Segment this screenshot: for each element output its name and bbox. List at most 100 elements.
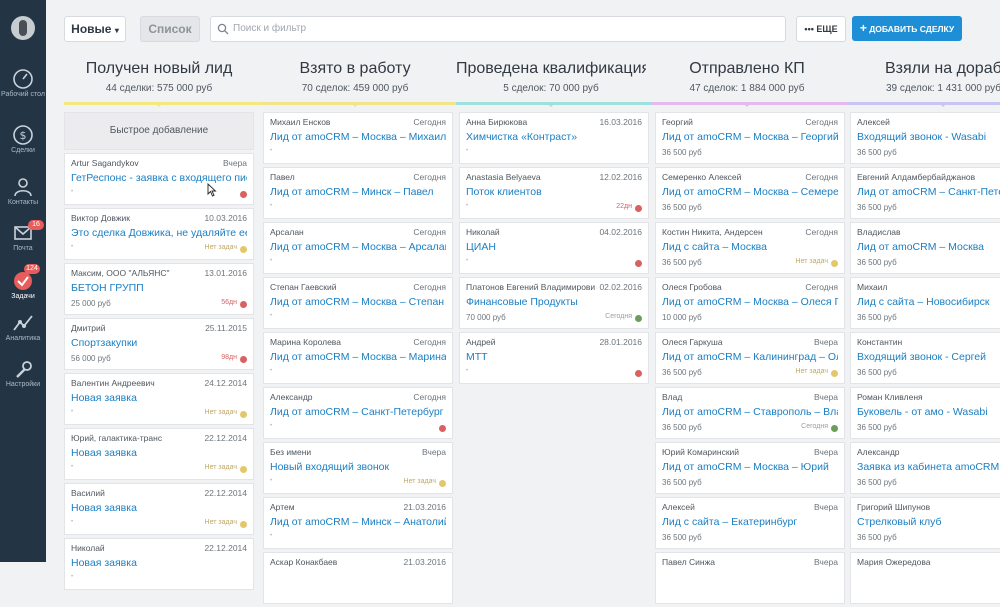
- add-deal-button[interactable]: + ДОБАВИТЬ СДЕЛКУ: [852, 16, 962, 41]
- quick-add-button[interactable]: Быстрое добавление: [64, 112, 254, 150]
- stage-title: Проведена квалификация: [456, 60, 646, 77]
- deal-title-link[interactable]: Входящий звонок - Wasabi: [857, 131, 987, 143]
- deal-title-link[interactable]: Финансовые Продукты: [466, 296, 578, 308]
- deal-card[interactable]: Михаил Енсков Лид от amoCRM – Москва – Ми…: [263, 112, 453, 164]
- deal-card[interactable]: Алексей Входящий звонок - Wasabi 36 500 ру…: [850, 112, 1000, 164]
- deal-title-link[interactable]: Стрелковый клуб: [857, 516, 942, 528]
- deal-card[interactable]: Костин Никита, Андерсен Лид с сайта – Мос…: [655, 222, 845, 274]
- deal-card[interactable]: Михаил Лид с сайта – Новосибирск 36 500 ру…: [850, 277, 1000, 329]
- deal-contact: Валентин Андреевич: [71, 378, 155, 388]
- deal-contact: Олеся Гробова: [662, 282, 722, 292]
- deal-title-link[interactable]: Лид от amoCRM – Москва – Марина: [270, 351, 446, 363]
- deal-title-link[interactable]: Лид от amoCRM – Санкт-Петербург: [857, 186, 1000, 198]
- deal-title-link[interactable]: Лид от amoCRM – Москва – Арсалан: [270, 241, 446, 253]
- deal-card[interactable]: Без имени Новый входящий звонок Вчера Нет з…: [263, 442, 453, 494]
- deal-card[interactable]: Anastasia Belyaeva Поток клиентов 12.02.20…: [459, 167, 649, 219]
- deal-title-link[interactable]: МТТ: [466, 351, 488, 363]
- deal-card[interactable]: Artur Sagandykov ГетРеспонс - заявка с вх…: [64, 153, 254, 205]
- deal-card[interactable]: Георгий Лид от amoCRM – Москва – Георгий С…: [655, 112, 845, 164]
- deal-title-link[interactable]: Спортзакупки: [71, 337, 138, 349]
- deal-card[interactable]: Семеренко Алексей Лид от amoCRM – Москва …: [655, 167, 845, 219]
- dashboard-icon: [13, 69, 33, 89]
- deal-card[interactable]: Владислав Лид от amoCRM – Москва 36 500 ру…: [850, 222, 1000, 274]
- deal-card[interactable]: Роман Кливленя Буковель - от амо - Wasabi…: [850, 387, 1000, 439]
- stage-progress-line: [848, 102, 1000, 105]
- deal-title-link[interactable]: Новая заявка: [71, 447, 137, 459]
- deal-card[interactable]: Мария Ожередова: [850, 552, 1000, 604]
- deal-title-link[interactable]: Лид от amoCRM – Москва – Семеренко Алекс…: [662, 186, 838, 198]
- deal-card[interactable]: Аскар Конакбаев 21.03.2016: [263, 552, 453, 604]
- deal-card[interactable]: Юрий, галактика-транс Новая заявка 22.12.2…: [64, 428, 254, 480]
- list-view-button[interactable]: Список: [140, 16, 200, 42]
- deal-card[interactable]: Виктор Довжик Это сделка Довжика, не удал…: [64, 208, 254, 260]
- deal-title-link[interactable]: Лид от amoCRM – Москва: [857, 241, 984, 253]
- deal-title-link[interactable]: Лид от amoCRM – Москва – Юрий: [662, 461, 829, 473]
- deal-card[interactable]: Григорий Шипунов Стрелковый клуб 36 500 ру…: [850, 497, 1000, 549]
- deal-card[interactable]: Арсалан Лид от amoCRM – Москва – Арсалан С…: [263, 222, 453, 274]
- deal-card[interactable]: Юрий Комаринский Лид от amoCRM – Москва –…: [655, 442, 845, 494]
- deal-title-link[interactable]: Входящий звонок - Сергей: [857, 351, 986, 363]
- deal-card[interactable]: Павел Синжа Вчера: [655, 552, 845, 604]
- deal-title-link[interactable]: Поток клиентов: [466, 186, 542, 198]
- deal-card[interactable]: Павел Лид от amoCRM – Минск – Павел Сегодн…: [263, 167, 453, 219]
- nav-item-analytics[interactable]: Аналитика: [0, 312, 46, 343]
- deal-card[interactable]: Александр Заявка из кабинета amoCRM 36 500…: [850, 442, 1000, 494]
- deal-card[interactable]: Николай ЦИАН 04.02.2016 •: [459, 222, 649, 274]
- deal-title-link[interactable]: Это сделка Довжика, не удаляйте ее: [71, 227, 247, 239]
- deal-contact: Без имени: [270, 447, 312, 457]
- deal-card[interactable]: Платонов Евгений Владимирович Финансовые …: [459, 277, 649, 329]
- deal-title-link[interactable]: ГетРеспонс - заявка с входящего письма: [71, 172, 247, 184]
- deal-title-link[interactable]: Новая заявка: [71, 392, 137, 404]
- nav-item-dashboard[interactable]: Рабочий стол: [0, 68, 46, 99]
- deal-title-link[interactable]: Лид от amoCRM – Калининград – Олеся: [662, 351, 838, 363]
- deal-card[interactable]: Евгений Алдамбербайджанов Лид от amoCRM –…: [850, 167, 1000, 219]
- deal-title-link[interactable]: Буковель - от амо - Wasabi: [857, 406, 988, 418]
- deal-title-link[interactable]: Лид от amoCRM – Ставрополь – Влад: [662, 406, 838, 418]
- nav-item-deals[interactable]: $ Сделки: [0, 124, 46, 155]
- deal-card[interactable]: Артем Лид от amoCRM – Минск – Анатолий 21.…: [263, 497, 453, 549]
- deal-card[interactable]: Валентин Андреевич Новая заявка 24.12.2014…: [64, 373, 254, 425]
- deal-card[interactable]: Влад Лид от amoCRM – Ставрополь – Влад Вче…: [655, 387, 845, 439]
- deal-card[interactable]: Анна Бирюкова Химчистка «Контраст» 16.03.2…: [459, 112, 649, 164]
- deal-title-link[interactable]: Новая заявка: [71, 557, 137, 569]
- deal-card[interactable]: Константин Входящий звонок - Сергей 36 500…: [850, 332, 1000, 384]
- deal-title-link[interactable]: Лид от amoCRM – Москва – Михаил: [270, 131, 446, 143]
- deal-contact: Георгий: [662, 117, 693, 127]
- deal-title-link[interactable]: Новая заявка: [71, 502, 137, 514]
- deal-card[interactable]: Дмитрий Спортзакупки 25.11.2015 56 000 руб 9…: [64, 318, 254, 370]
- deal-title-link[interactable]: Лид с сайта – Новосибирск: [857, 296, 990, 308]
- more-button[interactable]: ••• ЕЩЕ: [796, 16, 846, 42]
- deal-title-link[interactable]: Заявка из кабинета amoCRM: [857, 461, 1000, 473]
- deal-card[interactable]: Алексей Лид с сайта – Екатеринбург Вчера 36…: [655, 497, 845, 549]
- deal-card[interactable]: Олеся Гаркуша Лид от amoCRM – Калининград…: [655, 332, 845, 384]
- deal-title-link[interactable]: БЕТОН ГРУПП: [71, 282, 144, 294]
- deal-card[interactable]: Александр Лид от amoCRM – Санкт-Петербург…: [263, 387, 453, 439]
- deal-title-link[interactable]: Новый входящий звонок: [270, 461, 390, 473]
- deal-title-link[interactable]: Лид от amoCRM – Москва – Степан: [270, 296, 445, 308]
- deal-title-link[interactable]: Лид от amoCRM – Санкт-Петербург – Алекса…: [270, 406, 446, 418]
- search-input[interactable]: Поиск и фильтр: [210, 16, 786, 42]
- deal-title-link[interactable]: ЦИАН: [466, 241, 496, 253]
- deal-card[interactable]: Николай Новая заявка 22.12.2014 •: [64, 538, 254, 590]
- deal-marker-icon: •: [71, 244, 74, 250]
- nav-item-tasks[interactable]: Задачи 124: [0, 264, 46, 301]
- deal-card[interactable]: Андрей МТТ 28.01.2016 •: [459, 332, 649, 384]
- view-select-button[interactable]: Новые ▾: [64, 16, 126, 42]
- deal-title-link[interactable]: Лид с сайта – Екатеринбург: [662, 516, 798, 528]
- deal-title-link[interactable]: Лид от amoCRM – Москва – Георгий: [662, 131, 838, 143]
- deal-card[interactable]: Максим, ООО "АЛЬЯНС" БЕТОН ГРУПП 13.01.201…: [64, 263, 254, 315]
- nav-item-contacts[interactable]: Контакты: [0, 176, 46, 207]
- deal-card[interactable]: Марина Королева Лид от amoCRM – Москва – …: [263, 332, 453, 384]
- deal-title-link[interactable]: Химчистка «Контраст»: [466, 131, 578, 143]
- deal-title-link[interactable]: Лид от amoCRM – Минск – Анатолий: [270, 516, 446, 528]
- deal-card[interactable]: Василий Новая заявка 22.12.2014 Нет задач •: [64, 483, 254, 535]
- deal-title-link[interactable]: Лид от amoCRM – Москва – Олеся Гробова: [662, 296, 838, 308]
- nav-item-mail[interactable]: Почта 16: [0, 220, 46, 253]
- deal-title-link[interactable]: Лид от amoCRM – Минск – Павел: [270, 186, 434, 198]
- deal-status-dot-icon: [240, 466, 247, 473]
- deal-card[interactable]: Степан Гаевский Лид от amoCRM – Москва – …: [263, 277, 453, 329]
- user-avatar[interactable]: [11, 16, 35, 40]
- deal-card[interactable]: Олеся Гробова Лид от amoCRM – Москва – Ол…: [655, 277, 845, 329]
- deal-title-link[interactable]: Лид с сайта – Москва: [662, 241, 767, 253]
- nav-item-settings[interactable]: Настройки: [0, 358, 46, 389]
